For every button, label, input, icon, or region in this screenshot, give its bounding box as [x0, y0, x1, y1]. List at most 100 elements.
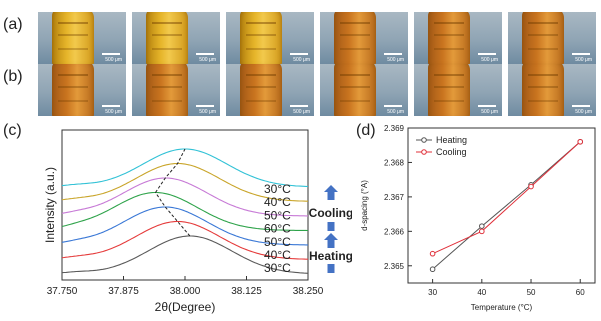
scale-bar	[290, 105, 308, 107]
x-tick-label: 60	[576, 288, 585, 297]
scale-bar-label: 500 μm	[481, 109, 498, 115]
arrow-stem	[327, 240, 335, 248]
scale-bar-label: 500 μm	[575, 109, 592, 115]
crystal-image	[240, 64, 282, 116]
x-tick-label: 50	[527, 288, 536, 297]
curve-label: 50°C	[264, 208, 291, 222]
crystal-image	[52, 12, 94, 64]
series-line	[432, 141, 581, 255]
y-tick-label: 2.366	[384, 227, 405, 236]
peak-shift-line	[155, 192, 191, 237]
xrd-curve	[61, 162, 308, 202]
panel-label-a: (a)	[3, 16, 23, 33]
data-point	[528, 183, 534, 190]
legend-marker	[421, 137, 427, 143]
scale-bar-label: 500 μm	[575, 57, 592, 63]
crystal-photo: 500 μm	[226, 64, 314, 116]
panel-label-c: (c)	[3, 122, 22, 139]
scale-bar-label: 500 μm	[105, 57, 122, 63]
scale-bar-label: 500 μm	[105, 109, 122, 115]
peak-shift-line	[155, 148, 186, 193]
crystal-image	[146, 12, 188, 64]
scale-bar	[196, 105, 214, 107]
scale-bar	[384, 53, 402, 55]
crystal-image	[334, 12, 376, 64]
y-tick-label: 2.369	[384, 124, 405, 133]
xrd-curve	[61, 177, 308, 217]
xrd-curve	[61, 191, 309, 232]
curve-label: 30°C	[264, 182, 291, 196]
scale-bar-label: 500 μm	[387, 109, 404, 115]
crystal-photo: 500 μm	[38, 12, 126, 64]
y-axis-label: d-spacing (°A)	[360, 180, 369, 231]
curve-label: 30°C	[264, 261, 291, 275]
crystal-image	[522, 64, 564, 116]
y-tick-label: 2.367	[384, 193, 405, 202]
crystal-photo: 500 μm	[226, 12, 314, 64]
xrd-curve	[61, 206, 308, 246]
plot-frame	[407, 127, 596, 284]
curve-label: 40°C	[264, 248, 291, 262]
crystal-image	[522, 12, 564, 64]
x-axis-label: Temperature (°C)	[471, 303, 533, 312]
scale-bar-label: 500 μm	[387, 57, 404, 63]
y-axis-label: Intensity (a.u.)	[43, 167, 57, 243]
crystal-photo: 500 μm	[508, 12, 596, 64]
legend-label: Heating	[436, 135, 467, 145]
curve-label: 50°C	[264, 235, 291, 249]
scale-bar-label: 500 μm	[199, 57, 216, 63]
crystal-image	[146, 64, 188, 116]
y-tick-label: 2.368	[384, 158, 405, 167]
scale-bar	[102, 53, 120, 55]
panel-label-b: (b)	[3, 68, 23, 85]
scale-bar-label: 500 μm	[293, 57, 310, 63]
heating-label: Heating	[309, 249, 352, 263]
crystal-photo: 500 μm	[414, 64, 502, 116]
crystal-photo: 500 μm	[132, 12, 220, 64]
crystal-photo: 500 μm	[38, 64, 126, 116]
crystal-image	[428, 64, 470, 116]
x-tick-label: 30	[428, 288, 437, 297]
legend-label: Cooling	[436, 147, 467, 157]
crystal-photo: 500 μm	[320, 64, 408, 116]
photo-row-a: 500 μm 500 μm 500 μm 500 μm 500 μm 500 μm	[38, 12, 598, 64]
panel-label-d: (d)	[356, 122, 376, 139]
scale-bar	[478, 53, 496, 55]
data-point	[479, 228, 485, 235]
xrd-peak-chart: 37.750 37.875 38.000 38.125 38.250 2θ(Degree)…	[43, 129, 352, 314]
crystal-photo: 500 μm	[320, 12, 408, 64]
arrow-up-icon	[324, 185, 338, 192]
xrd-curve	[61, 220, 308, 260]
arrow-stem	[327, 192, 335, 200]
crystal-image	[428, 12, 470, 64]
crystal-photo: 500 μm	[132, 64, 220, 116]
data-point	[479, 223, 485, 229]
d-spacing-chart: 30 40 50 60 2.365 2.366 2.367 2.368 2.369 Tempera…	[360, 124, 596, 312]
crystal-photo: 500 μm	[414, 12, 502, 64]
crystal-image	[240, 12, 282, 64]
arrow-up-icon	[324, 233, 338, 240]
scale-bar	[572, 53, 590, 55]
scale-bar	[384, 105, 402, 107]
scale-bar	[572, 105, 590, 107]
x-tick-label: 37.750	[47, 286, 78, 297]
x-tick-label: 37.875	[108, 286, 139, 297]
x-tick-label: 38.125	[231, 286, 262, 297]
series-line	[432, 141, 581, 270]
scale-bar-label: 500 μm	[199, 109, 216, 115]
cooling-label: Cooling	[309, 206, 352, 220]
crystal-image	[52, 64, 94, 116]
scale-bar	[290, 53, 308, 55]
x-tick-label: 38.000	[170, 286, 201, 297]
x-axis-label: 2θ(Degree)	[155, 300, 216, 314]
data-point	[429, 250, 436, 257]
xrd-curve	[61, 148, 309, 188]
curve-label: 40°C	[264, 195, 291, 209]
scale-bar-label: 500 μm	[481, 57, 498, 63]
photo-row-b: 500 μm 500 μm 500 μm 500 μm 500 μm 500 μm	[38, 64, 598, 116]
curve-label: 60°C	[264, 222, 291, 236]
crystal-photo: 500 μm	[508, 64, 596, 116]
y-tick-label: 2.365	[384, 262, 405, 271]
legend-marker	[421, 149, 427, 155]
arrow-stem	[327, 264, 335, 273]
